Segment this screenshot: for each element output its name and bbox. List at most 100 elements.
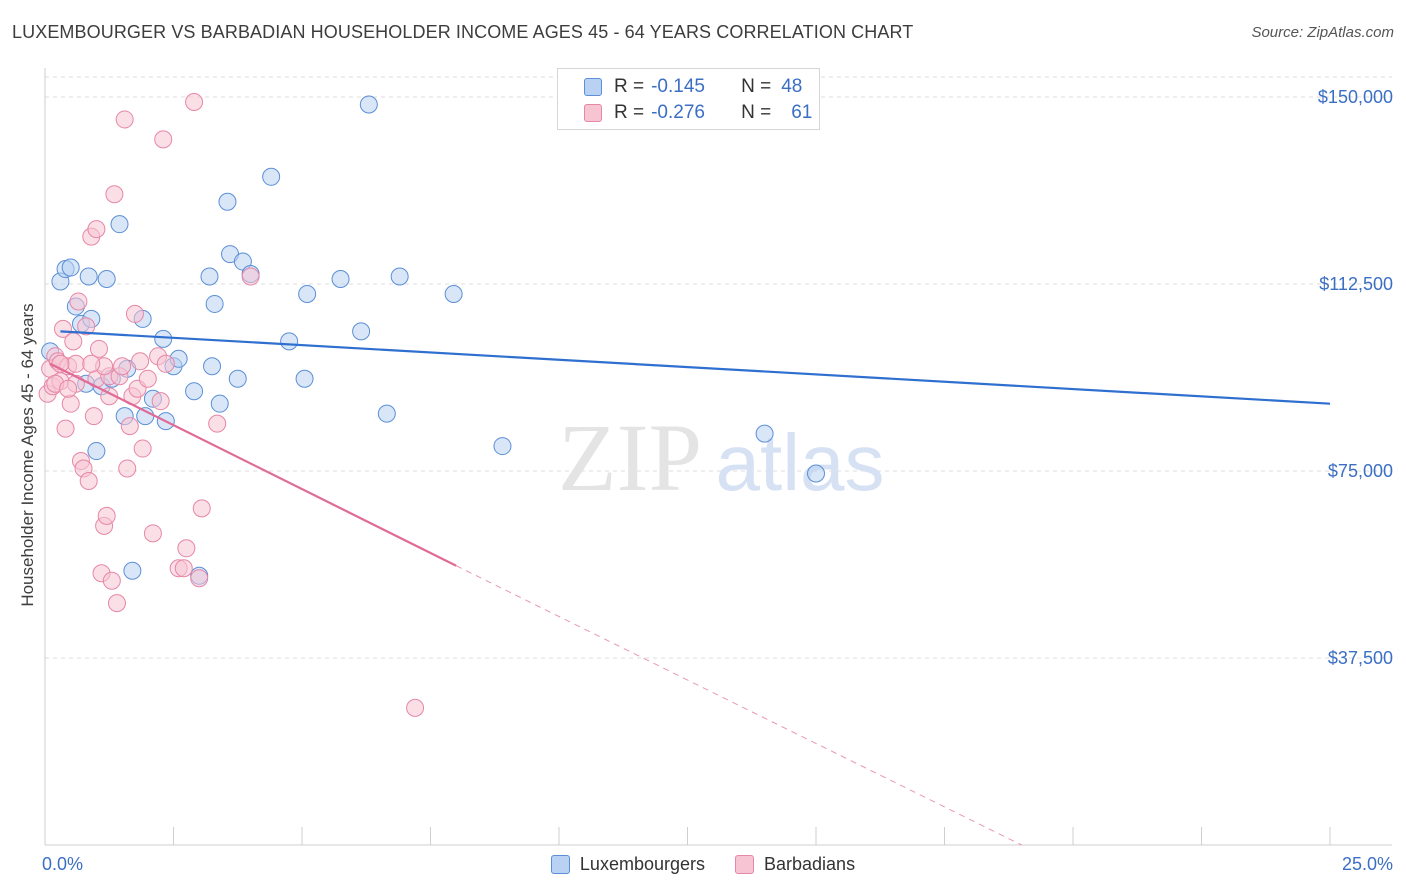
point-luxembourgers xyxy=(262,167,281,186)
point-barbadians xyxy=(61,394,80,413)
point-luxembourgers xyxy=(228,369,247,388)
legend-item-barbadians[interactable]: Barbadians xyxy=(735,854,855,875)
legend-label-luxembourgers: Luxembourgers xyxy=(579,853,705,874)
point-barbadians xyxy=(69,292,88,311)
point-barbadians xyxy=(84,407,103,426)
point-barbadians xyxy=(53,319,72,338)
legend-swatch-blue xyxy=(584,78,602,96)
point-barbadians xyxy=(174,559,193,578)
point-luxembourgers xyxy=(218,192,237,211)
point-luxembourgers xyxy=(87,442,106,461)
y-axis-label: Householder Income Ages 45 - 64 years xyxy=(18,303,37,607)
point-luxembourgers xyxy=(444,284,463,303)
point-barbadians xyxy=(190,569,209,588)
point-luxembourgers xyxy=(79,267,98,286)
point-barbadians xyxy=(125,304,144,323)
point-barbadians xyxy=(156,354,175,373)
legend-n-value: 61 xyxy=(791,102,813,123)
point-luxembourgers xyxy=(298,284,317,303)
legend-r-value: -0.276 xyxy=(651,102,705,123)
legend-n-label: N = xyxy=(741,76,772,97)
series-legend: Luxembourgers Barbadians xyxy=(0,851,1406,877)
point-barbadians xyxy=(406,698,425,717)
watermark-zip: ZIP xyxy=(558,404,702,511)
point-barbadians xyxy=(131,352,150,371)
y-tick-label: $112,500 xyxy=(1319,274,1393,294)
legend-r-label: R = xyxy=(614,102,645,123)
point-barbadians xyxy=(107,594,126,613)
legend-row-luxembourgers: R = -0.145 N = 48 xyxy=(584,75,802,99)
point-barbadians xyxy=(102,571,121,590)
tick-labels: $37,500 $75,000 $112,500 $150,000 0.0% 25.0% xyxy=(42,87,1393,874)
legend-r-value: -0.145 xyxy=(651,76,705,97)
point-barbadians xyxy=(66,354,85,373)
point-luxembourgers xyxy=(123,561,142,580)
point-barbadians xyxy=(154,130,173,149)
trend-line-barbadians-extrapolated xyxy=(455,565,1022,846)
point-barbadians xyxy=(185,92,204,111)
point-luxembourgers xyxy=(61,258,80,277)
point-barbadians xyxy=(115,110,134,129)
point-barbadians xyxy=(120,417,139,436)
point-barbadians xyxy=(113,357,132,376)
legend-item-luxembourgers[interactable]: Luxembourgers xyxy=(550,853,705,875)
point-barbadians xyxy=(151,392,170,411)
x-tick-label-min: 0.0% xyxy=(42,854,83,874)
point-barbadians xyxy=(208,414,227,433)
chart-title: LUXEMBOURGER VS BARBADIAN HOUSEHOLDER IN… xyxy=(12,22,914,42)
series-luxembourgers-points xyxy=(41,95,825,585)
point-luxembourgers xyxy=(295,369,314,388)
point-luxembourgers xyxy=(359,95,378,114)
trend-lines xyxy=(49,330,1331,846)
legend-label-barbadians: Barbadians xyxy=(764,853,856,874)
y-tick-label: $150,000 xyxy=(1318,87,1393,107)
y-tick-label: $75,000 xyxy=(1328,461,1393,481)
x-tick-label-max: 25.0% xyxy=(1342,854,1393,874)
point-luxembourgers xyxy=(331,270,350,289)
legend-n-value: 48 xyxy=(781,76,803,97)
y-tick-label: $37,500 xyxy=(1328,648,1393,668)
legend-swatch-pink xyxy=(584,104,602,122)
point-luxembourgers xyxy=(390,267,409,286)
point-barbadians xyxy=(138,369,157,388)
point-luxembourgers xyxy=(97,270,116,289)
legend-n-label: N = xyxy=(741,102,772,123)
point-luxembourgers xyxy=(377,404,396,423)
point-barbadians xyxy=(177,539,196,558)
trend-line-luxembourgers xyxy=(60,330,1331,405)
series-barbadians-points xyxy=(38,92,425,717)
point-luxembourgers xyxy=(493,437,512,456)
point-barbadians xyxy=(241,267,260,286)
point-barbadians xyxy=(56,419,75,438)
legend-swatch-pink xyxy=(735,854,754,874)
point-barbadians xyxy=(64,332,83,351)
point-barbadians xyxy=(192,499,211,518)
point-barbadians xyxy=(77,317,96,336)
legend-r-label: R = xyxy=(614,76,645,97)
point-barbadians xyxy=(143,524,162,543)
point-luxembourgers xyxy=(205,294,224,313)
point-barbadians xyxy=(82,354,101,373)
point-luxembourgers xyxy=(200,267,219,286)
point-luxembourgers xyxy=(352,322,371,341)
point-luxembourgers xyxy=(185,382,204,401)
point-luxembourgers xyxy=(210,394,229,413)
point-luxembourgers xyxy=(280,332,299,351)
watermark-atlas: atlas xyxy=(716,418,885,507)
point-barbadians xyxy=(87,220,106,239)
point-luxembourgers xyxy=(755,424,774,443)
point-luxembourgers xyxy=(807,464,825,483)
point-barbadians xyxy=(105,185,124,204)
correlation-legend: R = -0.145 N = 48 R = -0.276 N = 61 xyxy=(557,68,820,130)
legend-swatch-blue xyxy=(550,854,570,874)
point-barbadians xyxy=(97,506,116,525)
point-barbadians xyxy=(89,339,108,358)
gridlines xyxy=(45,76,1392,659)
axes xyxy=(44,68,1392,846)
legend-row-barbadians: R = -0.276 N = 61 xyxy=(584,101,812,125)
trend-line-barbadians xyxy=(49,362,457,567)
point-barbadians xyxy=(118,459,137,478)
point-luxembourgers xyxy=(203,357,222,376)
watermark: ZIP atlas xyxy=(558,404,884,511)
point-barbadians xyxy=(79,471,98,490)
